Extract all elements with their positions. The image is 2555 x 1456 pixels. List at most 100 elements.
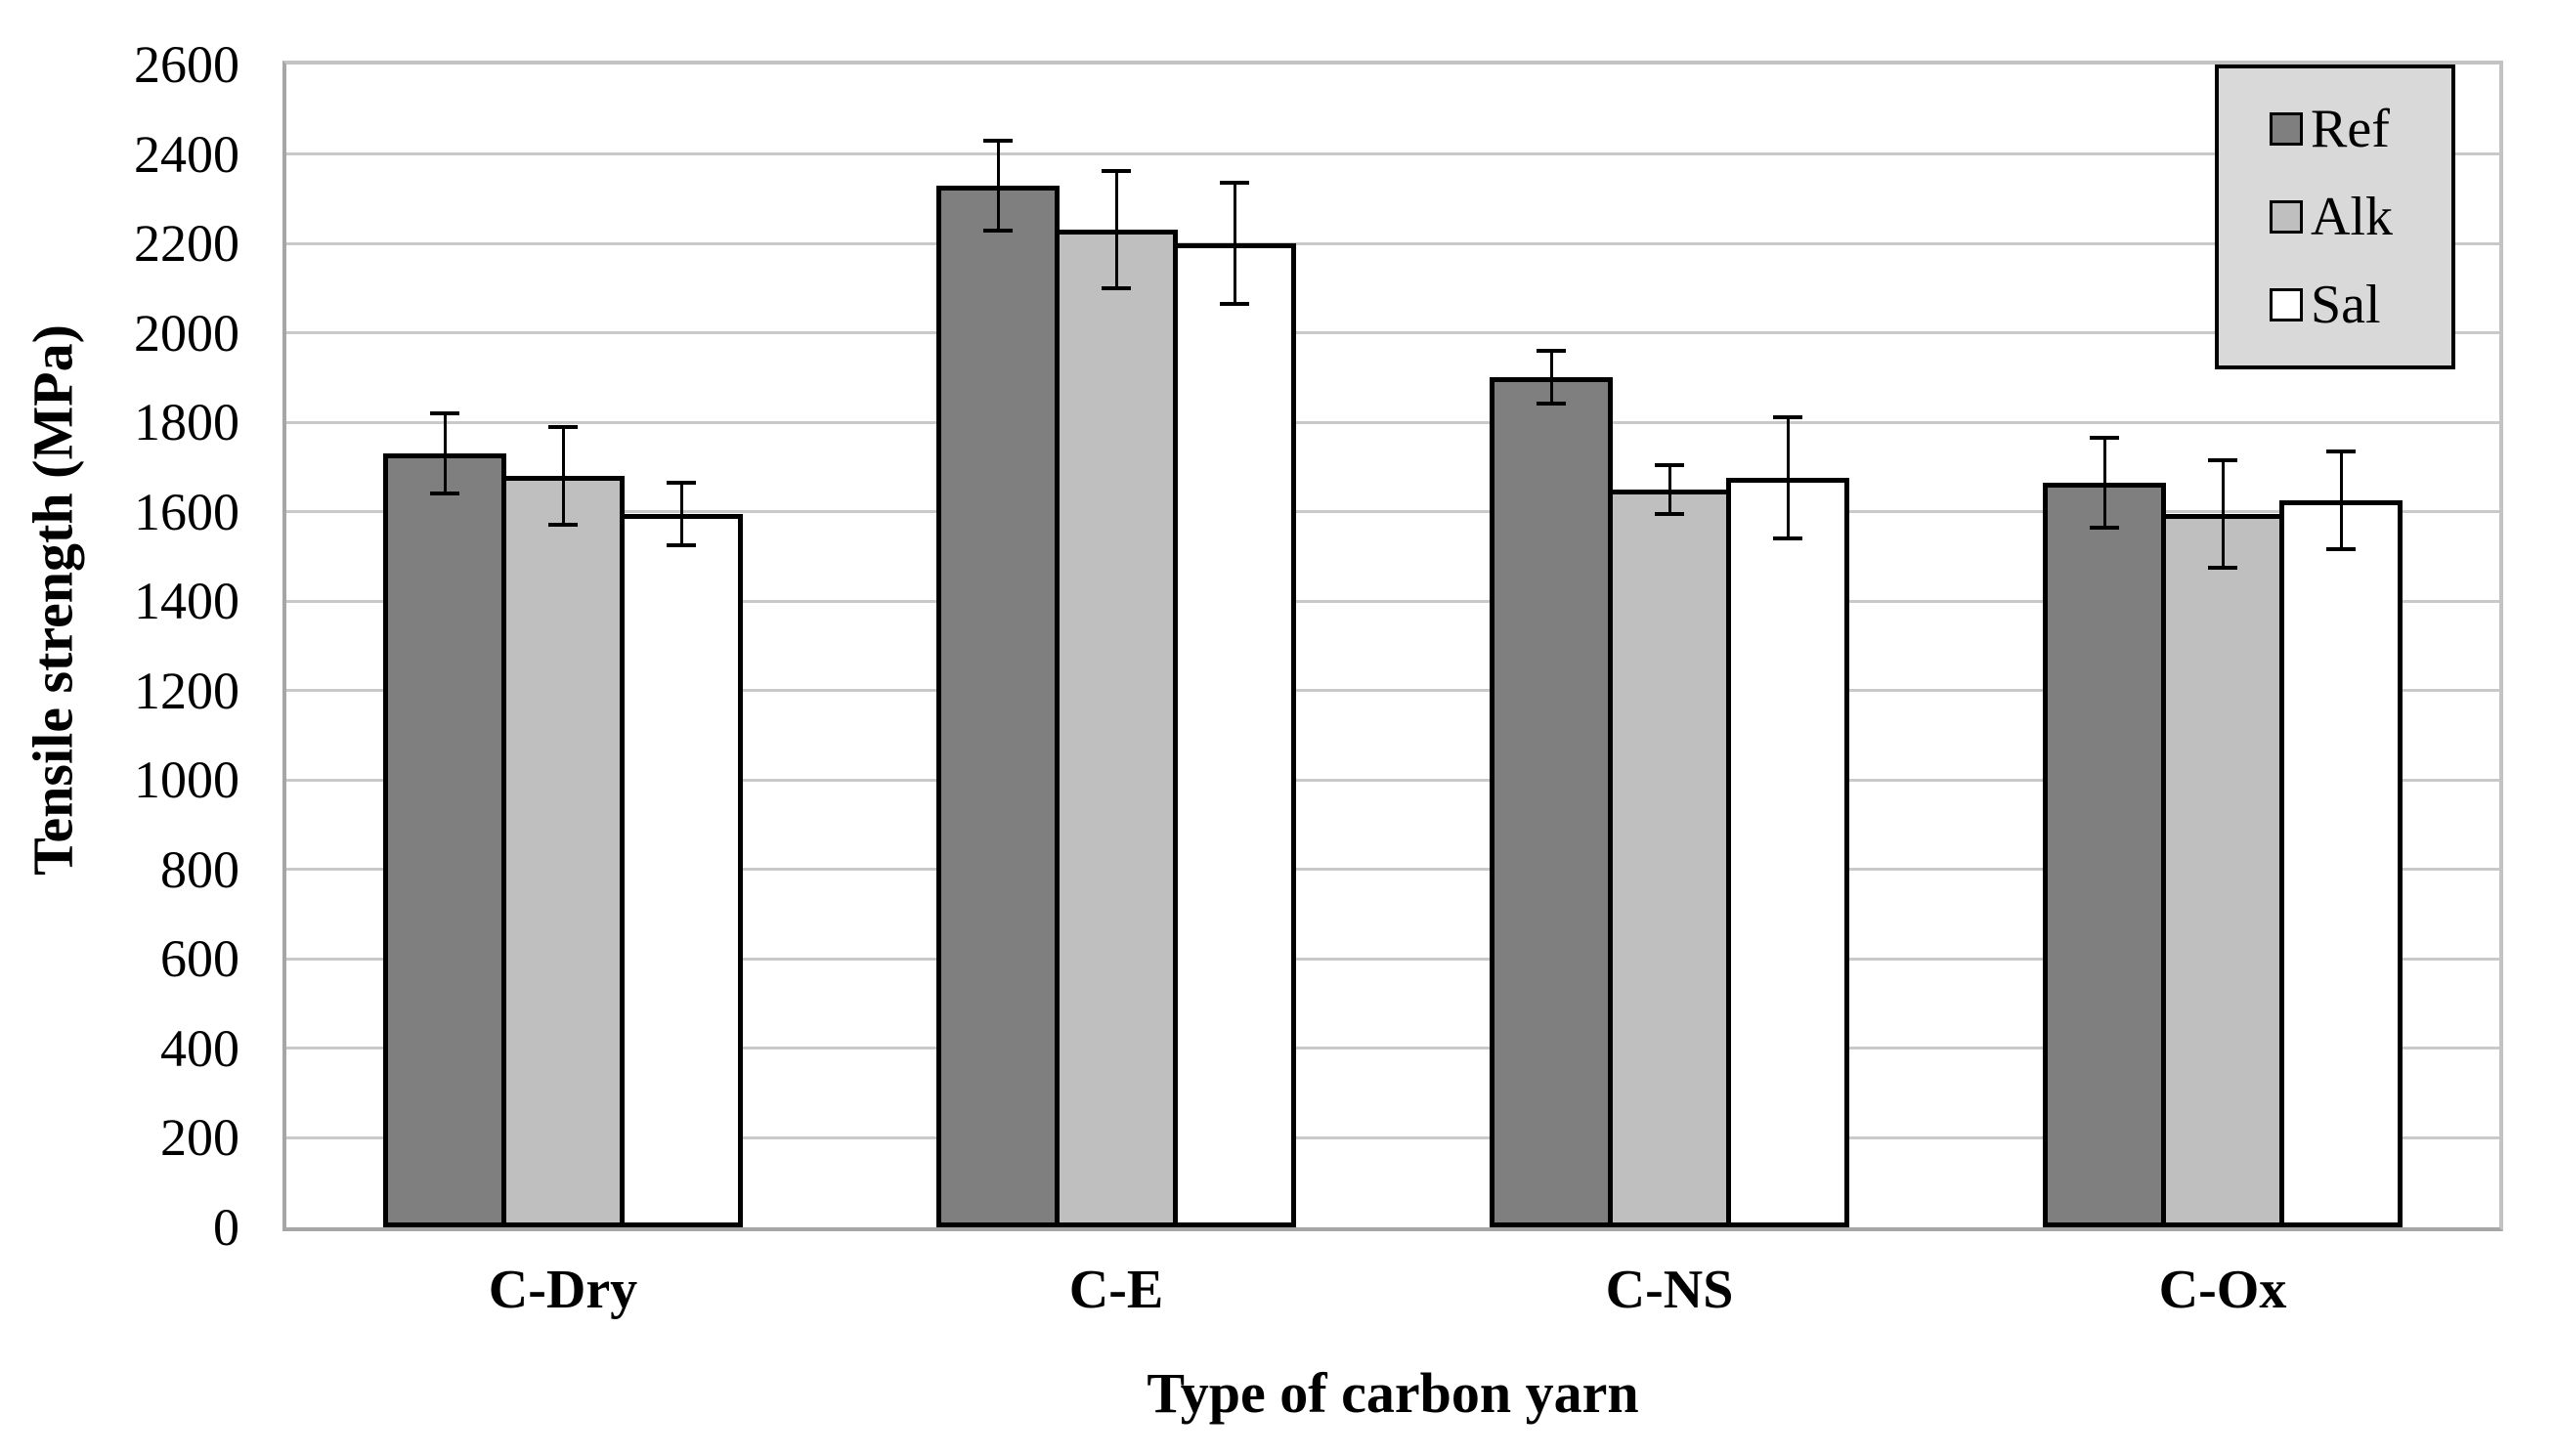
y-tick-label-1600: 1600 [134,482,239,541]
error-bar-alk-c-dry [561,427,565,525]
error-bar-cap [2090,436,2119,440]
error-bar-ref-c-ox [2102,438,2106,528]
error-bar-sal-c-ox [2339,451,2343,549]
x-category-label-c-dry: C-Dry [488,1260,638,1320]
gridline-200 [286,1135,2499,1139]
bar-alk-c-dry [501,425,625,1227]
gridline-1000 [286,778,2499,782]
y-tick-label-2200: 2200 [134,214,239,274]
gridline-2200 [286,241,2499,245]
error-bar-cap [1773,415,1802,419]
bar-ref-c-e [936,139,1060,1227]
error-bar-cap [1773,536,1802,540]
legend: Ref Alk Sal [2215,64,2455,369]
error-bar-cap [548,425,578,429]
y-axis-tick-labels: 0 200 400 600 800 1000 1200 1400 1600 1800 2000 220… [0,0,239,1456]
x-axis-category-labels: C-Dry C-E C-NS C-Ox [286,1259,2499,1321]
gridline-1800 [286,420,2499,424]
bar-fill [383,453,506,1227]
gridline-2400 [286,152,2499,156]
error-bar-ref-c-dry [443,413,447,493]
bar-group-c-ns [1393,64,1946,1227]
y-tick-label-600: 600 [160,929,239,989]
error-bar-alk-c-ox [2221,460,2225,568]
error-bar-cap [983,229,1013,233]
bar-alk-c-e [1055,169,1178,1227]
error-bar-cap [430,492,459,495]
y-tick-label-400: 400 [160,1018,239,1078]
error-bar-cap [1102,169,1131,173]
error-bar-cap [667,543,696,547]
y-tick-label-1400: 1400 [134,572,239,631]
error-bar-alk-c-ns [1667,465,1671,514]
y-tick-label-2000: 2000 [134,303,239,363]
bar-group-c-e [840,64,1393,1227]
bar-fill [1608,490,1731,1227]
legend-item-alk: Alk [2270,190,2451,244]
error-bar-cap [1537,349,1566,353]
legend-swatch-sal [2270,288,2303,321]
error-bar-sal-c-dry [679,483,683,545]
error-bar-cap [2208,458,2237,462]
bar-fill [2161,514,2284,1227]
error-bar-cap [983,139,1013,143]
error-bar-cap [430,411,459,415]
error-bar-sal-c-ns [1786,417,1790,538]
y-tick-label-2600: 2600 [134,35,239,94]
bar-ref-c-ox [2043,436,2166,1227]
bar-groups [286,64,2499,1227]
error-bar-alk-c-e [1114,171,1118,288]
error-bar-sal-c-e [1233,183,1236,304]
bar-sal-c-ox [2279,450,2403,1227]
error-bar-cap [1655,512,1684,516]
error-bar-cap [548,523,578,527]
bar-sal-c-e [1173,181,1296,1227]
error-bar-ref-c-e [996,141,1000,231]
gridline-800 [286,868,2499,872]
y-tick-label-2400: 2400 [134,124,239,184]
gridline-1600 [286,510,2499,514]
bar-fill [1173,243,1296,1227]
y-tick-label-800: 800 [160,839,239,899]
error-bar-cap [1102,286,1131,290]
legend-swatch-ref [2270,112,2303,146]
x-category-label-c-ox: C-Ox [2158,1260,2287,1320]
error-bar-cap [2326,450,2356,453]
bar-fill [936,186,1060,1227]
gridline-600 [286,957,2499,961]
bar-fill [2043,483,2166,1227]
error-bar-cap [1220,181,1249,185]
y-tick-label-1800: 1800 [134,393,239,452]
y-tick-label-0: 0 [213,1198,239,1257]
bar-alk-c-ox [2161,458,2284,1227]
x-axis-title: Type of carbon yarn [1147,1361,1639,1425]
x-category-label-c-e: C-E [1068,1260,1164,1320]
bar-group-c-dry [286,64,840,1227]
legend-label-ref: Ref [2311,99,2390,159]
bar-alk-c-ns [1608,463,1731,1227]
y-tick-label-1000: 1000 [134,750,239,810]
error-bar-ref-c-ns [1549,351,1553,404]
x-category-label-c-ns: C-NS [1605,1260,1734,1320]
bar-fill [501,476,625,1227]
gridline-400 [286,1047,2499,1050]
plot-area [282,61,2503,1231]
bar-sal-c-ns [1726,415,1849,1227]
bar-fill [1726,478,1849,1227]
legend-label-alk: Alk [2311,187,2393,247]
gridline-1400 [286,599,2499,603]
gridline-1200 [286,689,2499,693]
error-bar-cap [2090,526,2119,530]
error-bar-cap [667,481,696,485]
bar-ref-c-dry [383,411,506,1227]
bar-fill [620,514,743,1227]
legend-label-sal: Sal [2311,275,2381,335]
legend-item-ref: Ref [2270,102,2451,156]
error-bar-cap [2208,566,2237,570]
error-bar-cap [1655,463,1684,467]
bar-group-c-ox [1946,64,2499,1227]
bar-fill [1490,377,1613,1227]
bar-ref-c-ns [1490,349,1613,1227]
legend-item-sal: Sal [2270,278,2451,332]
